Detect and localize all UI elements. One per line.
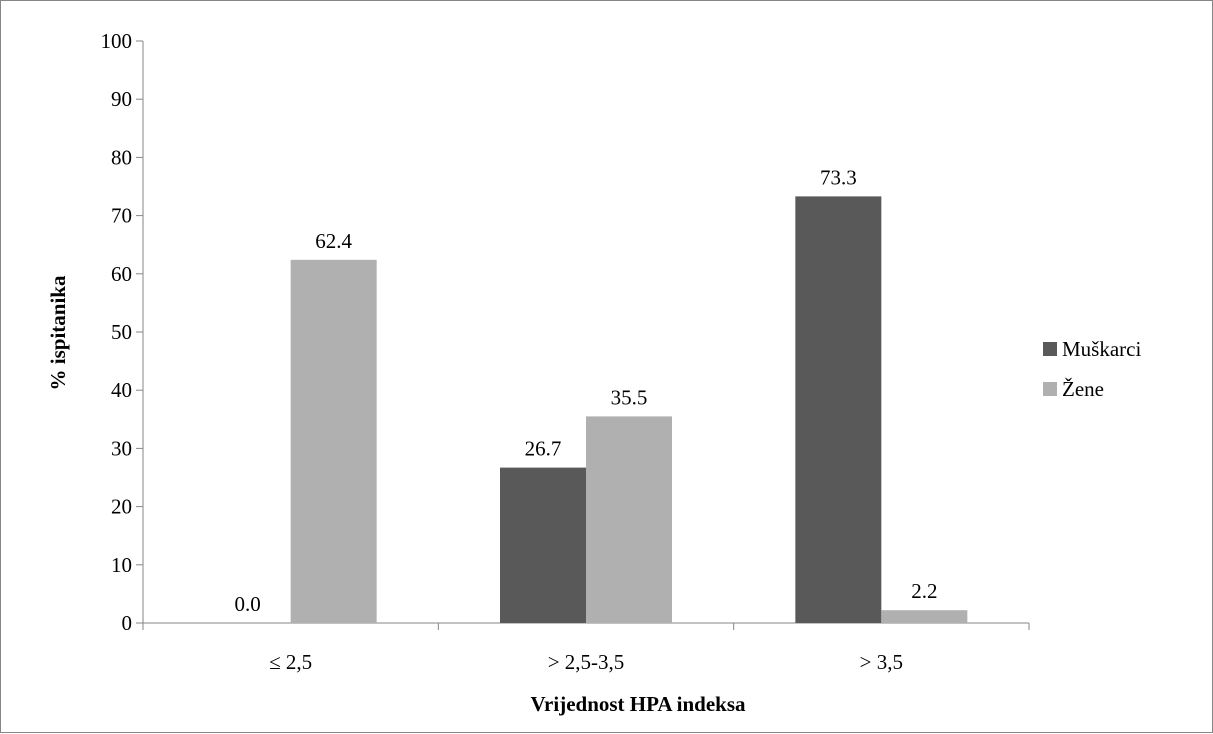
bar-zene-0 [290,259,377,623]
y-tick-label: 70 [111,204,132,228]
data-label: 73.3 [820,165,857,189]
x-tick-label: ≤ 2,5 [269,650,312,674]
y-axis-title: % ispitanika [46,275,70,390]
data-label: 2.2 [911,579,937,603]
legend-swatch [1043,342,1057,356]
legend: Muškarci Žene [1043,337,1141,401]
data-label: 35.5 [611,385,648,409]
bars [290,196,968,624]
x-axis-title: Vrijednost HPA indeksa [530,692,746,716]
y-tick-label: 0 [122,611,133,635]
y-tick-label: 50 [111,320,132,344]
data-labels: 0.0 62.4 26.7 35.5 73.3 2.2 [235,165,938,616]
y-tick-labels: 0 10 20 30 40 50 60 70 80 90 100 [101,29,133,635]
y-tick-label: 60 [111,262,132,286]
x-tick-label: > 2,5-3,5 [548,650,625,674]
x-tick-labels: ≤ 2,5 > 2,5-3,5 > 3,5 [269,650,903,674]
data-label: 26.7 [525,437,562,461]
y-tick-label: 10 [111,553,132,577]
bar-zene-2 [881,610,968,623]
y-tick-label: 100 [101,29,133,53]
y-tick-label: 20 [111,495,132,519]
x-tick-label: > 3,5 [860,650,903,674]
y-tick-label: 80 [111,145,132,169]
bar-zene-1 [586,416,672,623]
y-tick-label: 30 [111,436,132,460]
data-label: 62.4 [315,229,352,253]
legend-swatch [1043,382,1057,396]
bar-muskarci-2 [795,196,882,624]
y-tick-label: 90 [111,87,132,111]
legend-label: Muškarci [1062,337,1141,361]
legend-label: Žene [1062,377,1104,401]
y-tick-label: 40 [111,378,132,402]
data-label: 0.0 [235,592,261,616]
bar-muskarci-1 [500,467,586,623]
